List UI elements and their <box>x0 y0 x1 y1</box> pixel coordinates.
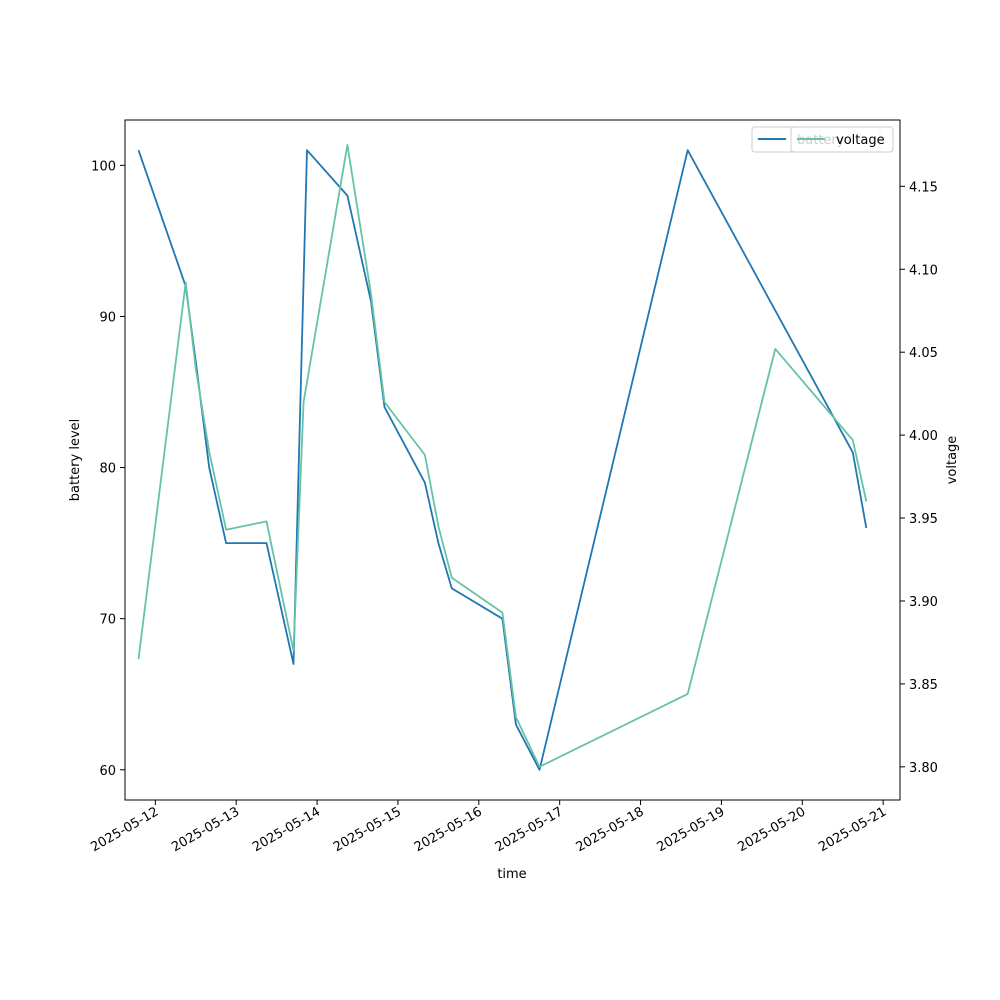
x-axis: 2025-05-12 2025-05-13 2025-05-14 2025-05-15… <box>88 800 889 855</box>
legend-voltage-label: voltage <box>836 133 885 148</box>
x-tick-label: 2025-05-18 <box>574 804 647 855</box>
y-axis-label: battery level <box>68 419 83 502</box>
y-tick-label: 60 <box>99 764 116 779</box>
y2-tick-label: 4.15 <box>909 180 938 195</box>
x-tick-label: 2025-05-21 <box>816 804 889 855</box>
y-axis: 60 70 80 90 100 <box>91 159 125 779</box>
x-tick-label: 2025-05-20 <box>735 804 808 855</box>
x-tick-label: 2025-05-14 <box>250 804 323 855</box>
x-tick-label: 2025-05-19 <box>654 804 727 855</box>
legend-voltage: voltage <box>790 126 894 153</box>
y2-tick-label: 3.95 <box>909 512 938 527</box>
series-line-voltage <box>137 143 868 768</box>
y-tick-label: 80 <box>99 462 116 477</box>
y-tick-label: 100 <box>91 159 116 174</box>
series-layer <box>137 143 868 771</box>
x-tick-label: 2025-05-15 <box>331 804 404 855</box>
y2-tick-label: 4.10 <box>909 263 938 278</box>
x-axis-label: time <box>497 867 526 882</box>
x-tick-label: 2025-05-12 <box>88 804 161 855</box>
plot-frame <box>124 119 901 801</box>
y2-tick-label: 4.05 <box>909 346 938 361</box>
y2-tick-label: 4.00 <box>909 429 938 444</box>
x-tick-label: 2025-05-16 <box>412 804 485 855</box>
y2-tick-label: 3.90 <box>909 595 938 610</box>
x-tick-label: 2025-05-13 <box>169 804 242 855</box>
y2-tick-label: 3.85 <box>909 678 938 693</box>
y2-axis-label: voltage <box>945 436 960 485</box>
x-tick-label: 2025-05-17 <box>493 804 566 855</box>
y2-tick-label: 3.80 <box>909 761 938 776</box>
y2-axis: 3.80 3.85 3.90 3.95 4.00 4.05 4.10 4.15 <box>900 180 938 776</box>
y-tick-label: 70 <box>99 613 116 628</box>
y-tick-label: 90 <box>99 310 116 325</box>
